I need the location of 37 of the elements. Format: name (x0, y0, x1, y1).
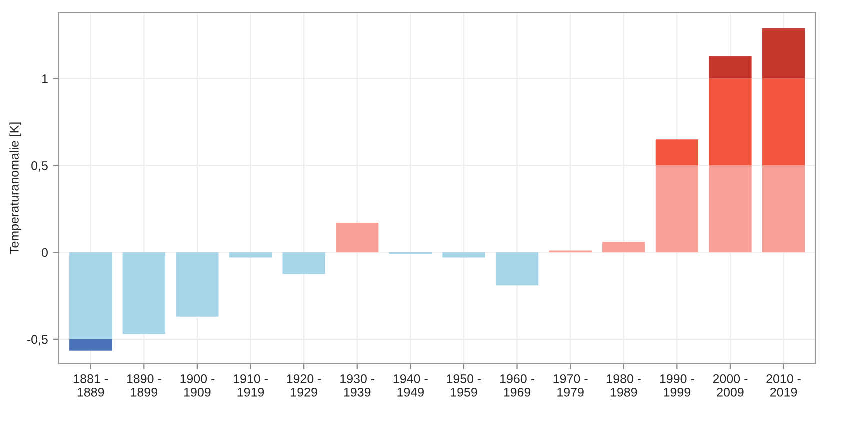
bar (282, 252, 326, 274)
y-tick-label: 0,5 (32, 161, 48, 172)
bar (656, 166, 699, 253)
x-tick-label: 1980 - 1989 (607, 374, 642, 397)
x-tick-label: 1990 - 1999 (660, 374, 694, 397)
x-tick-label: 2000 - 2009 (713, 374, 748, 397)
x-tick-label: 2010 - 2019 (766, 374, 801, 397)
y-axis-title: Temperaturanomalie [K] (10, 122, 22, 254)
x-tick-label: 1930 - 1939 (340, 374, 375, 397)
bar (442, 252, 486, 258)
y-tick-label: 0 (42, 248, 48, 258)
bar (709, 56, 752, 79)
x-tick-label: 1881 - 1889 (74, 374, 108, 397)
bar (70, 339, 112, 351)
bar (762, 78, 806, 166)
bar (229, 252, 272, 258)
bar (122, 252, 166, 334)
x-tick-label: 1960 - 1969 (500, 374, 534, 397)
bar (762, 28, 806, 79)
x-tick-label: 1940 - 1949 (394, 374, 428, 397)
y-tick-label: 1 (42, 74, 48, 84)
bar (336, 222, 379, 253)
x-tick-label: 1950 - 1959 (447, 374, 482, 397)
bar (70, 252, 112, 340)
bar (762, 166, 806, 253)
bar (709, 78, 752, 166)
bar (176, 252, 219, 317)
x-tick-label: 1970 - 1979 (554, 374, 588, 397)
bar (496, 252, 539, 286)
bar (602, 242, 646, 253)
x-tick-label: 1900 - 1909 (180, 374, 215, 397)
x-tick-label: 1920 - 1929 (287, 374, 322, 397)
x-tick-label: 1910 - 1919 (234, 374, 268, 397)
bar (709, 166, 752, 253)
y-tick-label: -0,5 (27, 335, 48, 346)
bar (656, 140, 699, 166)
x-tick-label: 1890 - 1899 (127, 374, 162, 397)
